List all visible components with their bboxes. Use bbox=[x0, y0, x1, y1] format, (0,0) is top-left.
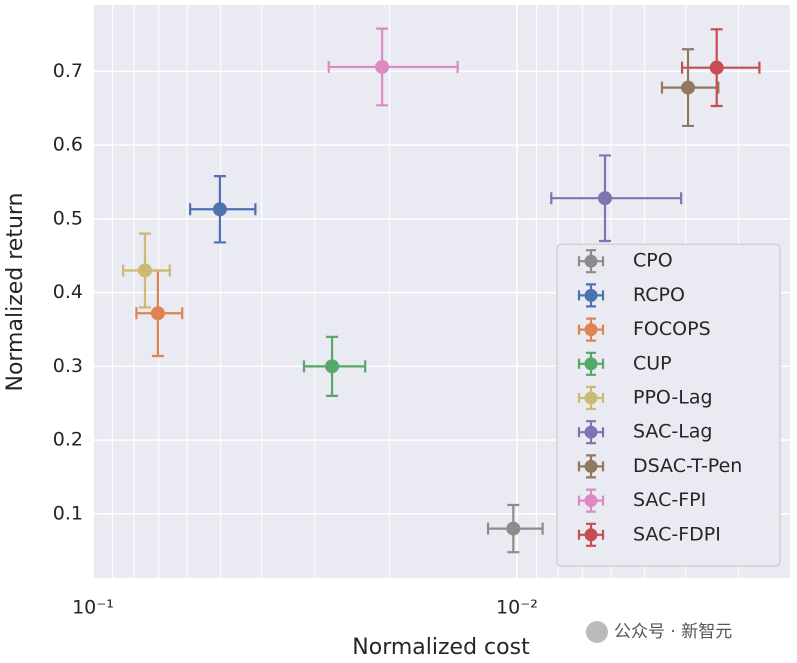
y-tick-label: 0.2 bbox=[53, 429, 83, 451]
watermark: 公众号 · 新智元 bbox=[614, 622, 732, 642]
legend-item: CPO bbox=[577, 249, 673, 274]
legend-label: SAC-FPI bbox=[633, 489, 706, 511]
legend-box bbox=[556, 243, 781, 567]
legend-marker bbox=[584, 254, 598, 268]
legend-item: CUP bbox=[577, 351, 672, 376]
legend-marker bbox=[584, 528, 598, 542]
legend-marker bbox=[584, 357, 598, 371]
point bbox=[325, 359, 340, 374]
y-tick-label: 0.5 bbox=[53, 207, 83, 229]
x-error-bar bbox=[327, 60, 459, 73]
watermark-group: 公众号 · 新智元 bbox=[586, 621, 732, 643]
legend-label: FOCOPS bbox=[633, 318, 711, 340]
legend-marker bbox=[584, 288, 598, 302]
legend-label: DSAC-T-Pen bbox=[633, 455, 742, 477]
legend-marker bbox=[584, 323, 598, 337]
legend-item: SAC-FPI bbox=[577, 488, 706, 513]
legend-item: SAC-FDPI bbox=[577, 522, 721, 547]
legend-item: SAC-Lag bbox=[577, 420, 713, 445]
y-axis-label: Normalized return bbox=[3, 192, 28, 391]
series bbox=[550, 154, 683, 243]
y-tick-label: 0.1 bbox=[53, 502, 83, 524]
x-error-bar bbox=[550, 192, 683, 205]
series bbox=[302, 335, 367, 397]
legend-item: PPO-Lag bbox=[577, 385, 713, 411]
point bbox=[150, 306, 165, 321]
y-tick-label: 0.6 bbox=[53, 134, 83, 156]
watermark-icon bbox=[586, 621, 608, 643]
legend-label: PPO-Lag bbox=[633, 387, 713, 409]
point bbox=[709, 60, 724, 75]
legend-label: CPO bbox=[633, 250, 673, 272]
series bbox=[486, 503, 544, 554]
series bbox=[327, 27, 459, 107]
series bbox=[680, 28, 761, 108]
series bbox=[189, 174, 257, 244]
x-tick-label: 10⁻¹ bbox=[72, 597, 114, 619]
legend-label: SAC-FDPI bbox=[633, 523, 721, 545]
y-tick-label: 0.7 bbox=[53, 60, 83, 82]
legend-marker bbox=[584, 494, 598, 508]
legend: CPO RCPO FOCOPS CUP PPO-Lag SAC-Lag DSAC-T-Pen… bbox=[556, 243, 781, 567]
series bbox=[660, 48, 720, 128]
point bbox=[375, 59, 390, 74]
legend-marker bbox=[584, 391, 598, 405]
x-tick-label: 10⁻² bbox=[496, 597, 538, 619]
legend-label: RCPO bbox=[633, 284, 685, 306]
point bbox=[681, 80, 696, 95]
y-tick-label: 0.4 bbox=[53, 281, 83, 303]
legend-item: RCPO bbox=[577, 283, 685, 308]
y-tick-label: 0.3 bbox=[53, 355, 83, 377]
point bbox=[597, 191, 612, 206]
legend-item: FOCOPS bbox=[577, 317, 711, 342]
legend-marker bbox=[584, 425, 598, 439]
legend-label: SAC-Lag bbox=[633, 421, 713, 443]
legend-label: CUP bbox=[633, 352, 672, 374]
point bbox=[506, 521, 521, 536]
series bbox=[122, 232, 171, 309]
point bbox=[212, 202, 227, 217]
legend-item: DSAC-T-Pen bbox=[577, 454, 742, 479]
x-axis-label: Normalized cost bbox=[352, 635, 530, 660]
point bbox=[137, 263, 152, 278]
legend-marker bbox=[584, 459, 598, 473]
